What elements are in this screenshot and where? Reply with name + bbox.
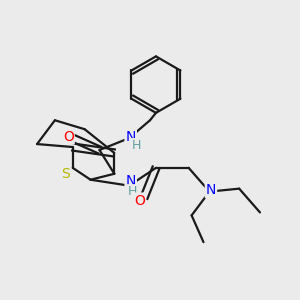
Text: H: H [132,139,141,152]
Text: O: O [63,130,74,144]
Text: H: H [128,185,137,198]
Text: N: N [125,130,136,144]
Text: N: N [125,174,136,188]
Text: O: O [134,194,145,208]
Text: N: N [206,183,216,197]
Text: S: S [61,167,70,181]
